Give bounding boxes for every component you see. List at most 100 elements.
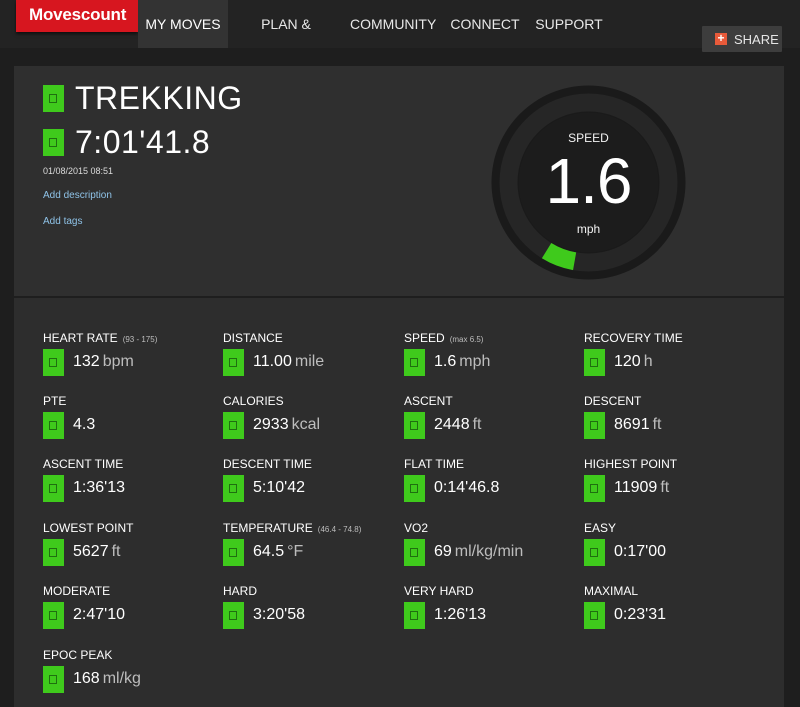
stat-label-text: HIGHEST POINT bbox=[584, 457, 678, 471]
stat-label-text: HEART RATE bbox=[43, 331, 118, 345]
descent-icon bbox=[584, 412, 605, 439]
temperature-icon bbox=[223, 539, 244, 566]
activity-title: TREKKING bbox=[75, 80, 243, 116]
stat-heart-rate: HEART RATE (93 - 175) 132 bpm bbox=[43, 331, 213, 391]
stat-label: LOWEST POINT bbox=[43, 521, 133, 535]
distance-icon bbox=[223, 349, 244, 376]
tab-connect[interactable]: CONNECT bbox=[450, 16, 520, 32]
stat-value-number: 11.00 bbox=[253, 353, 292, 370]
speed-gauge: SPEED 1.6 mph bbox=[490, 84, 687, 281]
stat-value: 0:14'46.8 bbox=[434, 479, 499, 497]
stat-label: MODERATE bbox=[43, 584, 110, 598]
easy-icon bbox=[584, 539, 605, 566]
stat-value-number: 2448 bbox=[434, 416, 470, 433]
stat-label: VERY HARD bbox=[404, 584, 474, 598]
stat-label-text: ASCENT TIME bbox=[43, 457, 124, 471]
stat-value: 11909 ft bbox=[614, 479, 669, 497]
stat-unit: kcal bbox=[291, 416, 321, 433]
stat-speed: SPEED (max 6.5) 1.6 mph bbox=[404, 331, 574, 391]
stat-unit: mile bbox=[294, 353, 325, 370]
stat-unit: ml/kg bbox=[102, 670, 141, 687]
recovery-time-icon bbox=[584, 349, 605, 376]
share-button[interactable]: + SHARE bbox=[702, 26, 782, 52]
stat-descent-time: DESCENT TIME 5:10'42 bbox=[223, 457, 393, 517]
very-hard-icon bbox=[404, 602, 425, 629]
stat-unit: ft bbox=[472, 416, 482, 433]
stat-epoc-peak: EPOC PEAK 168 ml/kg bbox=[43, 648, 213, 707]
stat-value-number: 168 bbox=[73, 670, 100, 687]
moderate-icon bbox=[43, 602, 64, 629]
stat-range: (93 - 175) bbox=[122, 335, 158, 344]
movescount-logo[interactable]: Movescount bbox=[16, 0, 138, 32]
stat-value: 2:47'10 bbox=[73, 606, 125, 624]
stat-label-text: FLAT TIME bbox=[404, 457, 465, 471]
stat-label-text: TEMPERATURE bbox=[223, 521, 313, 535]
stat-label: HARD bbox=[223, 584, 257, 598]
stat-ascent: ASCENT 2448 ft bbox=[404, 394, 574, 454]
stat-value-number: 3:20'58 bbox=[253, 606, 305, 623]
tab-plan-create[interactable]: PLAN & CREATE bbox=[258, 16, 314, 80]
stat-value: 0:17'00 bbox=[614, 543, 666, 561]
trekking-icon bbox=[43, 85, 64, 112]
stat-unit: °F bbox=[287, 543, 304, 560]
stats-panel: HEART RATE (93 - 175) 132 bpm DISTANCE 11.00 m… bbox=[14, 298, 784, 707]
stat-ascent-time: ASCENT TIME 1:36'13 bbox=[43, 457, 213, 517]
stat-label: DESCENT TIME bbox=[223, 457, 312, 471]
stat-descent: DESCENT 8691 ft bbox=[584, 394, 754, 454]
stat-label-text: ASCENT bbox=[404, 394, 453, 408]
stat-label-text: DESCENT TIME bbox=[223, 457, 312, 471]
add-tags-link[interactable]: Add tags bbox=[43, 216, 83, 227]
share-label: SHARE bbox=[734, 32, 779, 47]
stat-value: 8691 ft bbox=[614, 416, 661, 434]
stat-flat-time: FLAT TIME 0:14'46.8 bbox=[404, 457, 574, 517]
stat-value: 11.00 mile bbox=[253, 353, 324, 371]
stat-label-text: CALORIES bbox=[223, 394, 284, 408]
stat-label-text: DISTANCE bbox=[223, 331, 283, 345]
tab-support[interactable]: SUPPORT bbox=[535, 16, 603, 32]
stat-unit: h bbox=[643, 353, 653, 370]
stat-value-number: 11909 bbox=[614, 479, 658, 496]
stat-value-number: 0:17'00 bbox=[614, 543, 666, 560]
heart-rate-icon bbox=[43, 349, 64, 376]
speed-gauge-dial bbox=[491, 85, 686, 280]
gauge-label: SPEED bbox=[568, 131, 609, 145]
gauge-value: 1.6 bbox=[545, 145, 633, 217]
descent-time-icon bbox=[223, 475, 244, 502]
hard-icon bbox=[223, 602, 244, 629]
stat-value-number: 1:36'13 bbox=[73, 479, 125, 496]
stat-value-number: 5:10'42 bbox=[253, 479, 305, 496]
stat-value-number: 1:26'13 bbox=[434, 606, 486, 623]
stat-value-number: 69 bbox=[434, 543, 452, 560]
pte-icon bbox=[43, 412, 64, 439]
stat-calories: CALORIES 2933 kcal bbox=[223, 394, 393, 454]
stat-label-text: DESCENT bbox=[584, 394, 642, 408]
stat-label: HIGHEST POINT bbox=[584, 457, 677, 471]
tab-community[interactable]: COMMUNITY bbox=[350, 16, 437, 32]
stat-unit: ml/kg/min bbox=[454, 543, 524, 560]
stat-label: DISTANCE bbox=[223, 331, 283, 345]
stat-value: 2448 ft bbox=[434, 416, 481, 434]
stat-label: CALORIES bbox=[223, 394, 284, 408]
stat-value: 1:26'13 bbox=[434, 606, 486, 624]
stat-label: TEMPERATURE (46.4 - 74.8) bbox=[223, 521, 361, 535]
stat-label: ASCENT bbox=[404, 394, 453, 408]
stat-value-number: 5627 bbox=[73, 543, 109, 560]
gauge-level-arc bbox=[541, 242, 577, 271]
stat-value-number: 1.6 bbox=[434, 353, 457, 370]
stat-value-number: 2933 bbox=[253, 416, 289, 433]
gauge-unit: mph bbox=[576, 222, 601, 236]
stat-value-number: 132 bbox=[73, 353, 100, 370]
stat-label-text: SPEED bbox=[404, 331, 445, 345]
stat-temperature: TEMPERATURE (46.4 - 74.8) 64.5 °F bbox=[223, 521, 393, 581]
stat-value: 2933 kcal bbox=[253, 416, 320, 434]
stat-unit: mph bbox=[459, 353, 491, 370]
stat-label-text: PTE bbox=[43, 394, 67, 408]
tab-my-moves[interactable]: MY MOVES bbox=[138, 0, 228, 48]
add-description-link[interactable]: Add description bbox=[43, 190, 112, 201]
stat-label: ASCENT TIME bbox=[43, 457, 123, 471]
stat-value: 64.5 °F bbox=[253, 543, 303, 561]
stat-label-text: EASY bbox=[584, 521, 617, 535]
stat-vo2: VO2 69 ml/kg/min bbox=[404, 521, 574, 581]
stat-distance: DISTANCE 11.00 mile bbox=[223, 331, 393, 391]
stat-label-text: MAXIMAL bbox=[584, 584, 639, 598]
